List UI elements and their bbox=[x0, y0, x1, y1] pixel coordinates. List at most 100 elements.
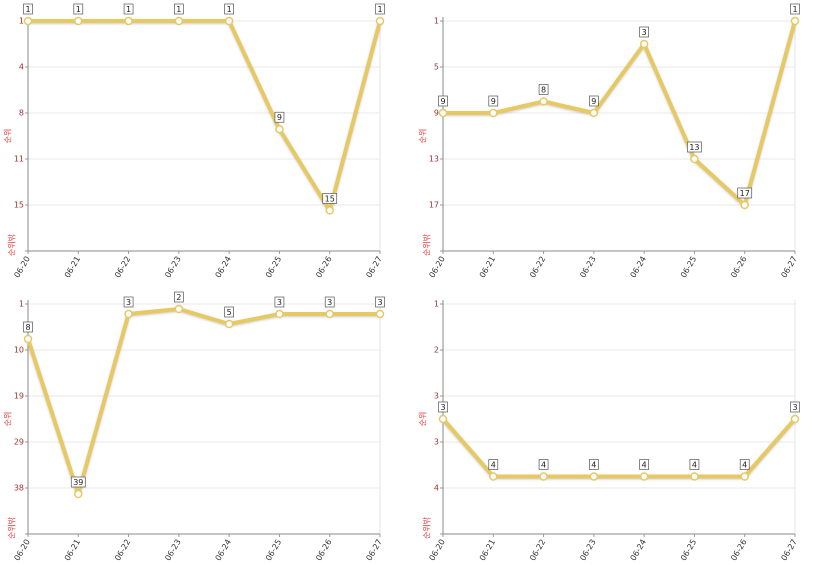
data-label: 1 bbox=[377, 5, 382, 14]
y-axis-label: 순위 bbox=[4, 129, 13, 144]
data-label-box bbox=[689, 459, 700, 470]
data-label-box bbox=[375, 296, 385, 308]
point bbox=[375, 16, 385, 26]
point bbox=[23, 16, 33, 26]
y-axis-label: 순위 bbox=[4, 412, 13, 427]
x-tick-label: 06-21 bbox=[478, 538, 497, 563]
y-tick-label: 1 bbox=[434, 17, 439, 26]
y-tick-label: 3 bbox=[434, 438, 439, 447]
y-axis-label: 순위 bbox=[419, 412, 428, 427]
data-label-box bbox=[123, 3, 134, 15]
data-label: 1 bbox=[176, 5, 181, 14]
point bbox=[438, 414, 448, 424]
point bbox=[790, 414, 800, 424]
data-label-box bbox=[224, 3, 234, 15]
y-tick-label: 1 bbox=[19, 300, 24, 309]
x-tick-label: 06-24 bbox=[629, 538, 648, 563]
x-tick-label: 06-24 bbox=[629, 255, 648, 280]
data-label: 1 bbox=[76, 5, 81, 14]
data-label: 1 bbox=[227, 5, 232, 14]
y-tick-label: 순위밖 bbox=[7, 516, 17, 539]
x-tick-label: 06-22 bbox=[113, 255, 132, 280]
data-label: 4 bbox=[591, 461, 596, 470]
data-label-box bbox=[790, 401, 800, 413]
data-label-box bbox=[639, 459, 649, 470]
data-label: 9 bbox=[591, 97, 596, 106]
data-label-box bbox=[438, 95, 448, 107]
point bbox=[438, 108, 448, 118]
rank-line bbox=[441, 417, 797, 479]
x-tick-label: 06-25 bbox=[264, 538, 283, 563]
data-label: 4 bbox=[642, 461, 647, 470]
point bbox=[489, 472, 498, 481]
y-tick-label: 4 bbox=[434, 484, 439, 493]
y-tick-label: 3 bbox=[434, 392, 439, 401]
data-label: 3 bbox=[642, 28, 647, 37]
point bbox=[124, 16, 133, 26]
y-tick-label: 5 bbox=[434, 63, 439, 72]
data-label-box bbox=[23, 321, 33, 333]
y-tick-label: 10 bbox=[14, 346, 24, 355]
point bbox=[690, 472, 699, 481]
point bbox=[740, 200, 749, 210]
x-tick-label: 06-22 bbox=[528, 255, 547, 280]
y-tick-label: 38 bbox=[14, 484, 24, 493]
data-label: 3 bbox=[277, 298, 282, 307]
data-label: 9 bbox=[440, 97, 445, 106]
point bbox=[539, 472, 548, 481]
x-tick-label: 06-24 bbox=[214, 538, 233, 563]
point bbox=[489, 108, 498, 118]
data-label-box bbox=[23, 3, 33, 15]
x-tick-label: 06-27 bbox=[779, 538, 798, 563]
x-tick-label: 06-21 bbox=[478, 255, 497, 280]
x-tick-label: 06-24 bbox=[214, 255, 233, 280]
data-label: 3 bbox=[440, 403, 445, 412]
point bbox=[690, 154, 699, 164]
data-label: 4 bbox=[742, 461, 747, 470]
data-label-box bbox=[538, 84, 549, 95]
x-tick-label: 06-25 bbox=[264, 255, 283, 280]
data-label-box bbox=[274, 111, 285, 123]
x-tick-label: 06-27 bbox=[364, 538, 383, 563]
y-tick-label: 순위밖 bbox=[7, 233, 17, 256]
rank-line bbox=[28, 19, 382, 213]
point bbox=[539, 97, 548, 106]
data-label: 3 bbox=[377, 298, 382, 307]
x-tick-label: 06-21 bbox=[63, 538, 82, 563]
data-label-box bbox=[123, 296, 134, 308]
data-label-box bbox=[687, 141, 702, 153]
rank-line bbox=[443, 20, 797, 207]
x-tick-label: 06-22 bbox=[113, 538, 132, 563]
data-label: 8 bbox=[541, 86, 546, 95]
data-label-box bbox=[589, 459, 599, 470]
data-label-box bbox=[790, 3, 800, 15]
data-label: 39 bbox=[73, 478, 83, 487]
y-tick-label: 13 bbox=[429, 155, 439, 164]
point bbox=[174, 16, 184, 26]
data-label: 9 bbox=[277, 113, 282, 122]
x-tick-label: 06-25 bbox=[679, 255, 698, 280]
data-label-box bbox=[739, 459, 750, 470]
data-label: 4 bbox=[491, 461, 496, 470]
point bbox=[224, 319, 234, 329]
data-label-box bbox=[737, 187, 753, 199]
point bbox=[23, 334, 33, 344]
x-tick-label: 06-20 bbox=[12, 255, 31, 280]
y-tick-label: 1 bbox=[434, 300, 439, 309]
y-tick-label: 29 bbox=[14, 438, 24, 447]
data-label-box bbox=[73, 3, 84, 15]
data-label-box bbox=[438, 401, 448, 413]
x-tick-label: 06-20 bbox=[427, 255, 446, 280]
point bbox=[275, 124, 284, 134]
x-tick-label: 06-20 bbox=[427, 538, 446, 563]
data-label-box bbox=[274, 296, 285, 308]
data-label: 3 bbox=[327, 298, 332, 307]
x-tick-label: 06-23 bbox=[163, 538, 182, 563]
data-label: 4 bbox=[541, 461, 546, 470]
data-label-box bbox=[322, 193, 338, 204]
y-tick-label: 1 bbox=[19, 17, 24, 26]
